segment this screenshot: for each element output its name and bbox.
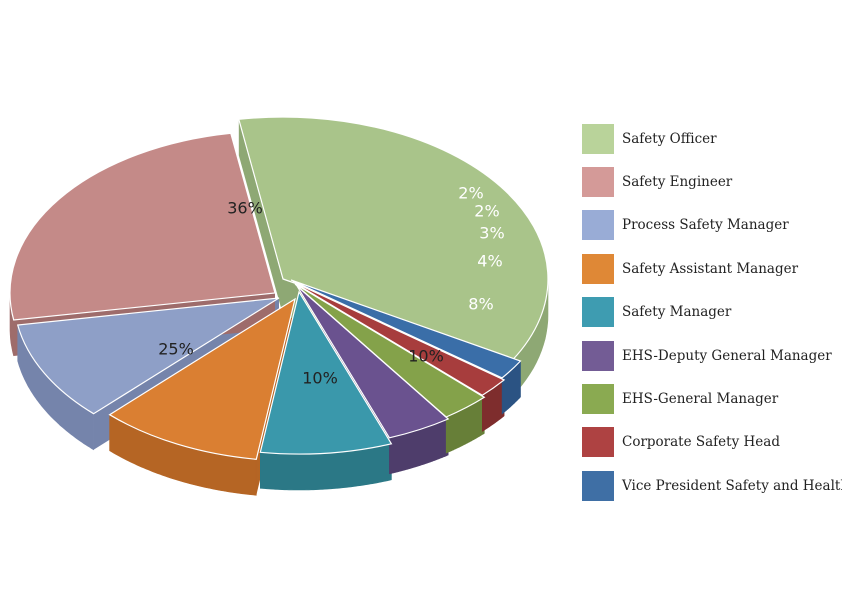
legend-item-process-safety-manager: Process Safety Manager [582,204,837,247]
slice-label-vice-president-safety-and-health: 2% [458,184,483,203]
legend-label: Safety Engineer [622,174,733,191]
legend-swatch [582,123,614,154]
slice-label-ehs-general-manager: 3% [479,224,504,243]
legend-label: Process Safety Manager [622,217,789,234]
legend-swatch [582,340,614,371]
slice-label-ehs-deputy-general-manager: 4% [477,252,502,271]
legend-swatch [582,384,614,415]
slice-label-process-safety-manager: 10% [302,369,338,388]
pie-labels: 36% 25% 10% 10% 8% 4% 3% 2%2% [158,184,504,388]
pie-wall-safety-officer [238,119,283,315]
legend-label: Safety Assistant Manager [622,260,799,277]
legend-swatch [582,470,614,501]
chart-legend: Safety Officer Safety Engineer Process Saf… [582,117,842,508]
legend-swatch [582,253,614,284]
legend-label: EHS-Deputy General Manager [622,347,832,364]
slice-label-safety-manager: 8% [468,295,493,314]
legend-label: Corporate Safety Head [622,434,780,451]
slice-label-safety-engineer: 25% [158,340,194,359]
legend-item-safety-manager: Safety Manager [582,291,837,334]
pie-slice-safety-engineer [9,132,276,321]
legend-swatch [582,427,614,458]
legend-label: Safety Manager [622,304,732,321]
pie-slice-corporate-safety-head [292,281,506,397]
legend-item-safety-assistant-manager: Safety Assistant Manager [582,247,837,290]
legend-item-ehs-deputy-general-manager: EHS-Deputy General Manager [582,334,837,377]
pie-slice-safety-assistant-manager [108,297,296,460]
legend-swatch [582,210,614,241]
legend-label: Safety Officer [622,130,717,147]
pie-tops [9,116,549,460]
slice-label-corporate-safety-head: 2% [474,202,499,221]
legend-item-safety-officer: Safety Officer [582,117,837,160]
legend-label: Vice President Safety and Health [622,477,842,494]
legend-item-ehs-general-manager: EHS-General Manager [582,377,837,420]
pie-slice-vice-president-safety-and-health [290,279,522,379]
legend-item-safety-engineer: Safety Engineer [582,160,837,203]
legend-label: EHS-General Manager [622,391,779,408]
slice-label-safety-officer: 36% [227,199,263,218]
pie-slice-ehs-deputy-general-manager [296,285,450,439]
legend-item-corporate-safety-head: Corporate Safety Head [582,421,837,464]
legend-swatch [582,297,614,328]
legend-item-vice-president-safety-and-health: Vice President Safety and Health [582,464,842,507]
slice-label-safety-assistant-manager: 10% [408,347,444,366]
pie-slice-safety-officer [238,116,549,361]
legend-swatch [582,167,614,198]
pie-slice-safety-manager [259,290,393,455]
pie-slice-ehs-general-manager [294,283,486,418]
pie-slice-process-safety-manager [16,297,280,415]
